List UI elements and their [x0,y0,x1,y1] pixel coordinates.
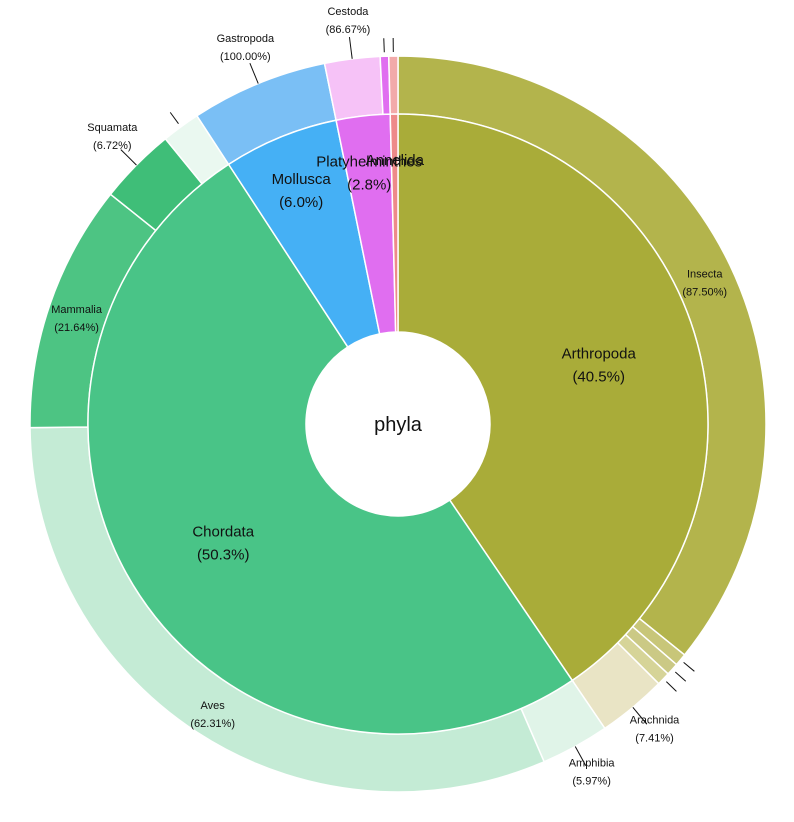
outer-pct-squamata: (6.72%) [93,140,132,152]
inner-pct-platyhelminthes: (2.8%) [347,177,391,194]
inner-ring [87,113,709,735]
outer-pct-gastropoda: (100.00%) [220,51,271,63]
inner-label-annelida: Annelida [366,152,425,169]
outer-label-aves: Aves [201,700,226,712]
leader-minor-1 [683,661,695,672]
outer-ring [29,55,767,793]
inner-label-mollusca: Mollusca [272,171,332,188]
outer-label-arachnida: Arachnida [630,714,680,726]
leader-minor-2 [674,671,687,682]
inner-pct-mollusca: (6.0%) [279,194,323,211]
inner-label-arthropoda: Arthropoda [562,345,637,362]
outer-label-gastropoda: Gastropoda [217,33,275,45]
leader-minor-12 [383,38,385,53]
leader-minor-9 [169,112,179,124]
outer-label-squamata: Squamata [87,122,138,134]
center-label: phyla [374,414,423,436]
outer-label-amphibia: Amphibia [569,757,616,769]
extra-leaders [169,38,695,692]
outer-label-mammalia: Mammalia [51,304,103,316]
outer-pct-arachnida: (7.41%) [635,732,674,744]
leader-amphibia [574,746,587,767]
outer-pct-cestoda: (86.67%) [326,24,371,36]
center-hole [306,332,490,516]
inner-pct-chordata: (50.3%) [197,546,250,563]
inner-label-chordata: Chordata [192,523,254,540]
inner-labels: Arthropoda (40.5%) Chordata (50.3%) Mollusca… [192,152,636,563]
leader-cestoda [348,36,353,59]
leader-squamata [120,149,137,166]
outer-label-cestoda: Cestoda [327,6,369,18]
outer-pct-insecta: (87.50%) [682,286,727,298]
outer-pct-amphibia: (5.97%) [572,775,611,787]
leader-arachnida [632,706,648,725]
outer-pct-aves: (62.31%) [190,718,235,730]
leader-minor-3 [665,681,677,692]
outer-label-insecta: Insecta [687,268,723,280]
outer-labels: Insecta (87.50%) Arachnida (7.41%) Amphibia (… [51,6,727,787]
outer-pct-mammalia: (21.64%) [54,322,99,334]
inner-pct-arthropoda: (40.5%) [572,368,625,385]
inner-label-platyhelminthes: Platyhelminthes [316,154,422,171]
outer-slice-minor-13[interactable] [387,55,399,115]
leader-gastropoda [249,63,259,84]
